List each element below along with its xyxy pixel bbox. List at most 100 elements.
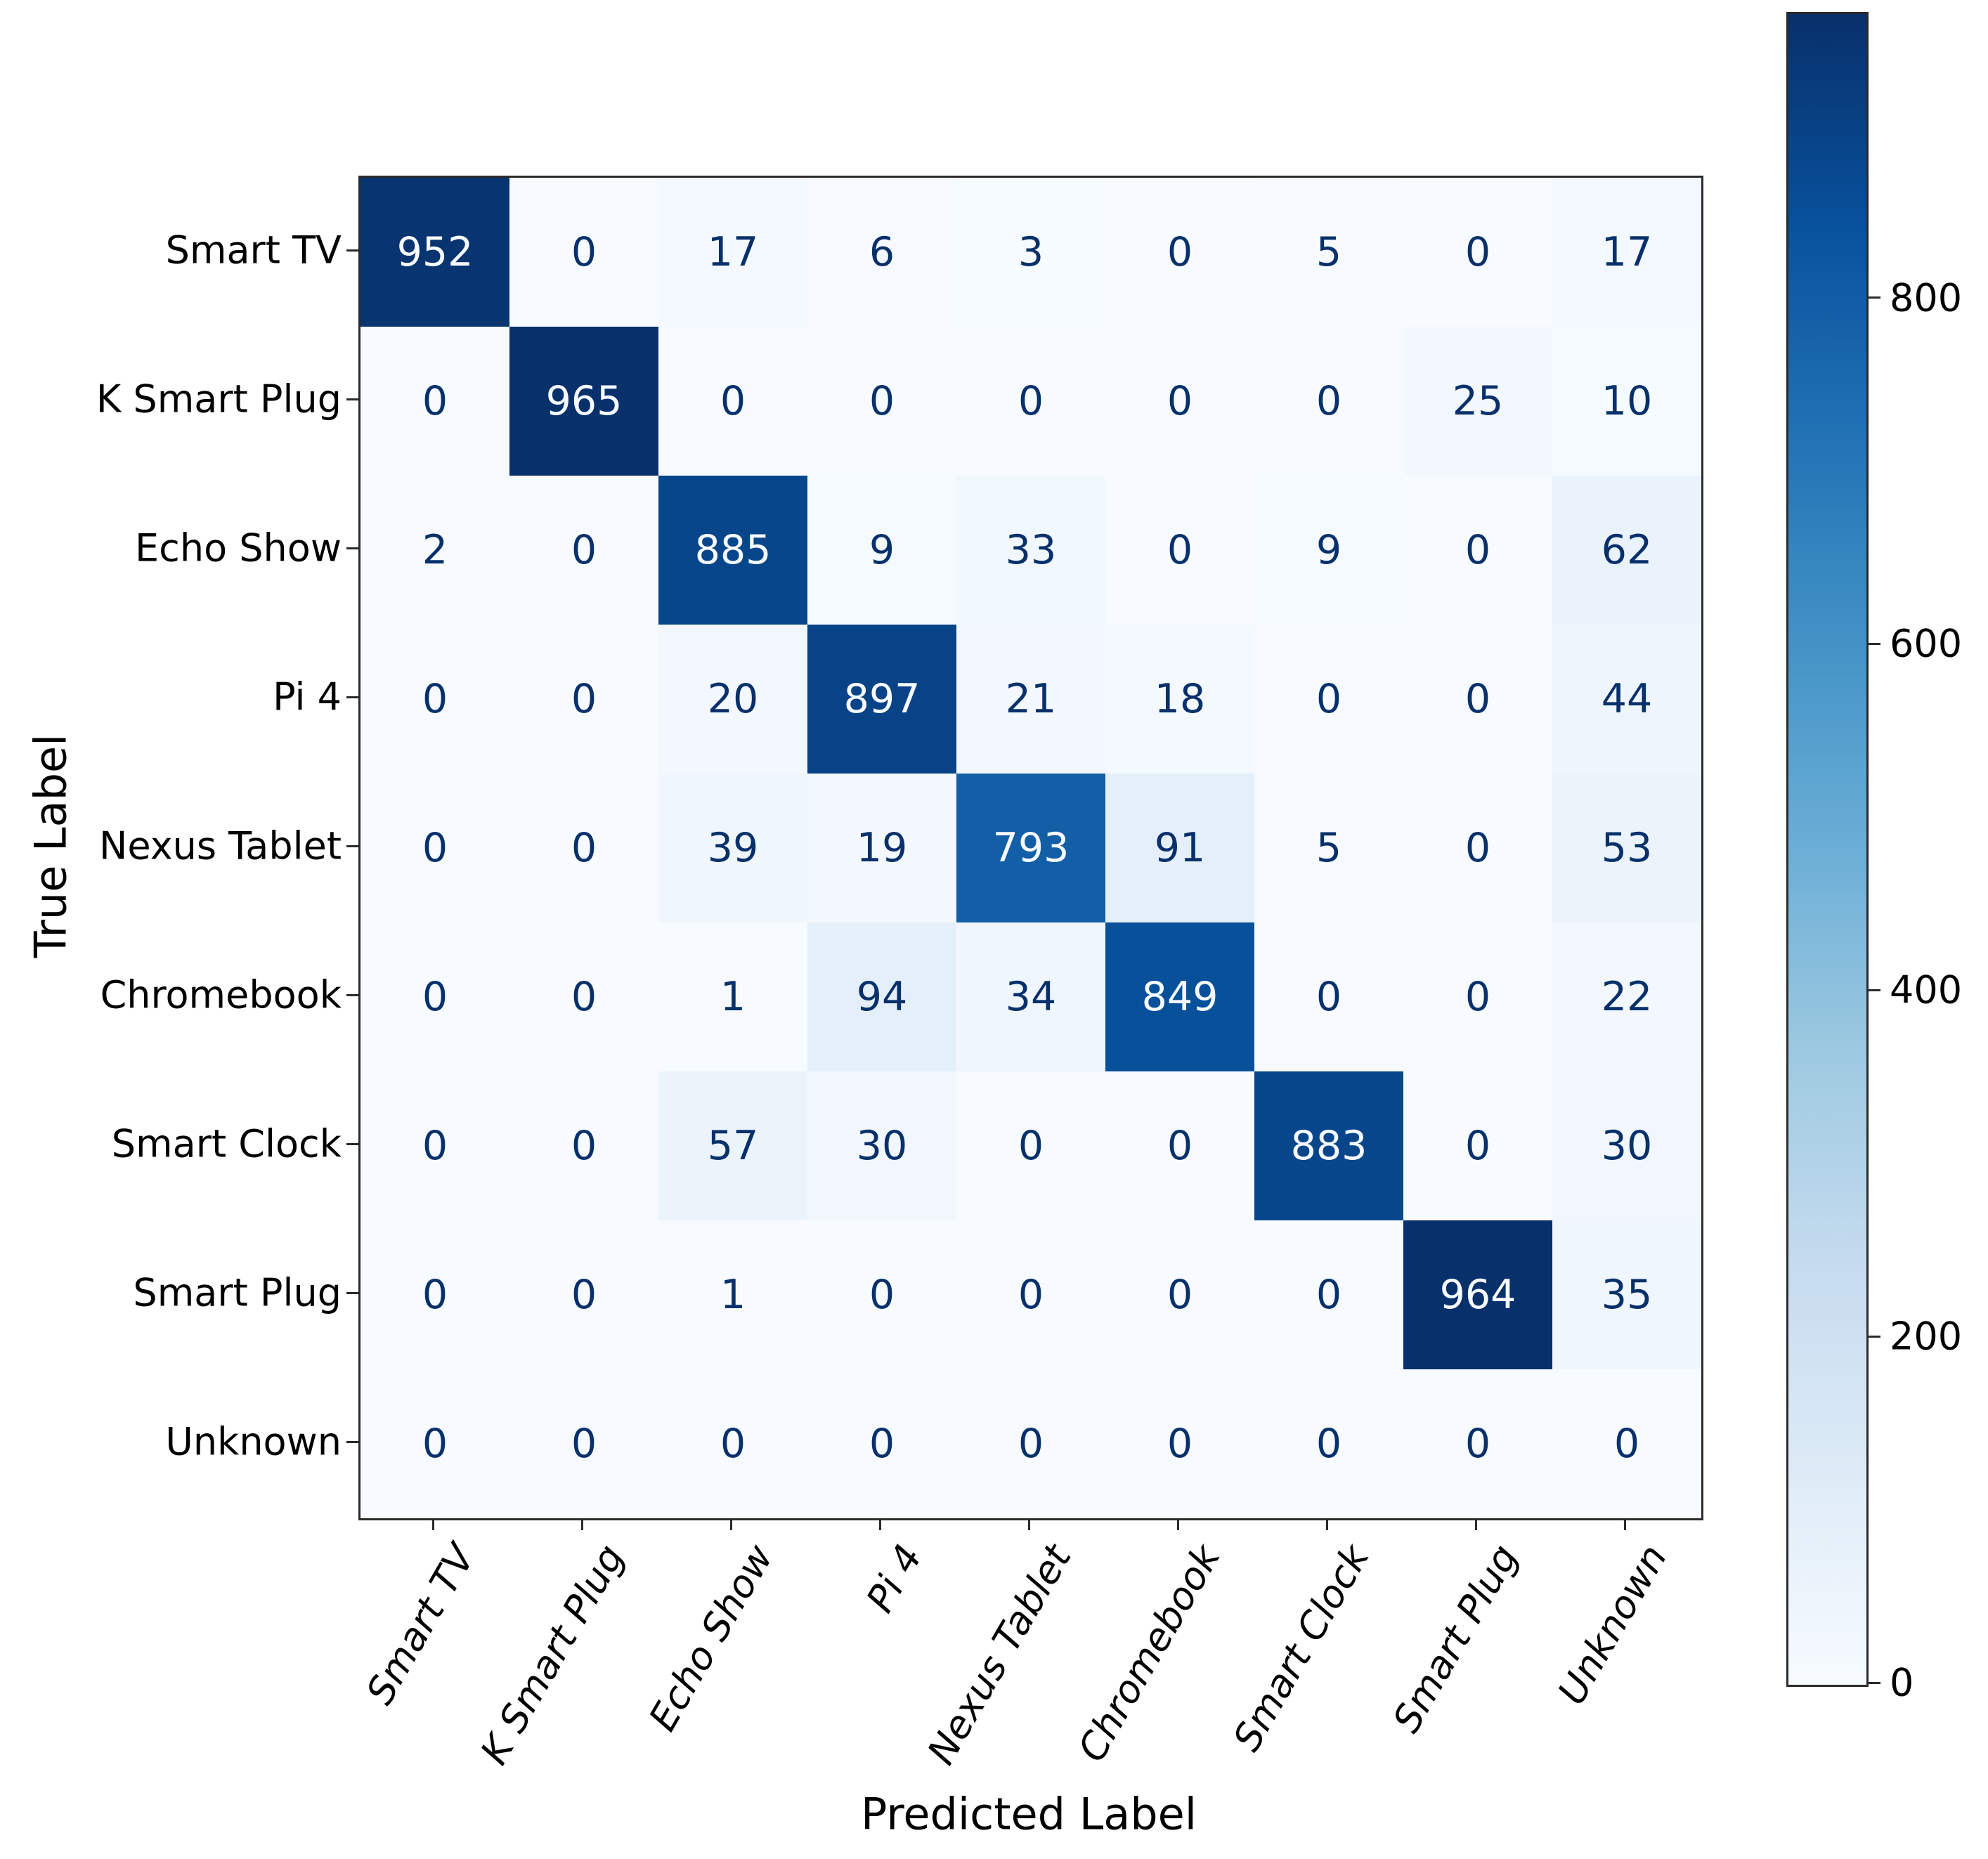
matrix-cell: 0 [509,1220,658,1369]
matrix-cell: 0 [509,922,658,1071]
y-tick-mark [346,1291,358,1294]
y-tick-mark [346,249,358,252]
colorbar-tick-mark [1869,296,1880,299]
x-tick-label: Pi 4 [857,1537,931,1620]
matrix-cell: 0 [956,1071,1105,1220]
x-tick-mark [729,1518,732,1530]
matrix-cell: 57 [658,1071,807,1220]
x-tick-mark [580,1518,583,1530]
matrix-cell: 0 [1254,1220,1403,1369]
matrix-cell: 0 [360,327,509,476]
y-tick-label: Echo Show [135,526,342,570]
x-tick-label: Chromebook [1069,1537,1229,1769]
matrix-cell: 9 [807,476,956,625]
matrix-cell: 39 [658,774,807,922]
x-tick-label: Nexus Tablet [918,1537,1080,1772]
y-tick-label: Nexus Tablet [99,823,342,868]
colorbar-tick-label: 400 [1890,967,1963,1012]
matrix-cell: 17 [1552,178,1701,327]
x-tick-label: Smart Clock [1224,1537,1378,1759]
y-tick-mark [346,1440,358,1443]
matrix-cell: 0 [1403,476,1552,625]
y-tick-label: Chromebook [100,972,342,1017]
matrix-cell: 1 [658,922,807,1071]
matrix-cell: 0 [1254,625,1403,774]
matrix-cell: 0 [509,625,658,774]
x-axis-title: Predicted Label [860,1788,1197,1840]
matrix-cell: 885 [658,476,807,625]
y-tick-mark [346,547,358,549]
y-tick-label: Smart Clock [111,1121,342,1166]
matrix-cell: 0 [360,1369,509,1518]
y-axis-title: True Label [25,733,77,958]
matrix-cell: 0 [807,327,956,476]
matrix-cell: 0 [1552,1369,1701,1518]
matrix-cell: 94 [807,922,956,1071]
matrix-cell: 25 [1403,327,1552,476]
matrix-cell: 30 [807,1071,956,1220]
matrix-cell: 33 [956,476,1105,625]
matrix-cell: 0 [1403,922,1552,1071]
matrix-cell: 3 [956,178,1105,327]
colorbar-tick-label: 600 [1890,621,1963,666]
y-tick-label: Unknown [165,1419,342,1464]
matrix-cell: 17 [658,178,807,327]
matrix-cell: 0 [1105,1220,1254,1369]
matrix-cell: 0 [509,178,658,327]
matrix-cell: 6 [807,178,956,327]
x-tick-label: Smart TV [357,1537,484,1712]
matrix-cell: 30 [1552,1071,1701,1220]
heatmap-plot-area: 952 0 17 6 3 0 5 0 17 0 965 0 0 0 0 0 25 10 2 0 885 9 33 0 9 0 62 0… [358,176,1703,1520]
matrix-cell: 0 [658,1369,807,1518]
matrix-cell: 0 [360,625,509,774]
matrix-cell: 0 [658,327,807,476]
matrix-cell: 0 [360,1220,509,1369]
matrix-cell: 0 [1403,1071,1552,1220]
matrix-cell: 2 [360,476,509,625]
matrix-cell: 0 [509,476,658,625]
matrix-cell: 5 [1254,178,1403,327]
matrix-cell: 0 [956,1220,1105,1369]
x-tick-mark [431,1518,434,1530]
matrix-cell: 21 [956,625,1105,774]
matrix-cell: 18 [1105,625,1254,774]
matrix-cell: 0 [1105,178,1254,327]
matrix-cell: 53 [1552,774,1701,922]
matrix-cell: 34 [956,922,1105,1071]
matrix-cell: 897 [807,625,956,774]
x-tick-mark [1176,1518,1179,1530]
matrix-cell: 0 [1254,922,1403,1071]
colorbar-tick-label: 200 [1890,1314,1963,1359]
x-tick-label: Unknown [1549,1537,1676,1712]
matrix-cell: 10 [1552,327,1701,476]
x-tick-label: Smart Plug [1384,1537,1527,1740]
y-tick-label: Smart TV [165,228,342,273]
matrix-cell: 35 [1552,1220,1701,1369]
x-tick-label: Echo Show [640,1537,782,1739]
matrix-cell: 0 [360,1071,509,1220]
matrix-cell: 44 [1552,625,1701,774]
matrix-cell: 964 [1403,1220,1552,1369]
matrix-cell: 62 [1552,476,1701,625]
x-tick-mark [1027,1518,1030,1530]
y-tick-mark [346,993,358,996]
matrix-cell: 0 [509,1071,658,1220]
matrix-cell: 0 [807,1220,956,1369]
matrix-cell: 1 [658,1220,807,1369]
x-tick-mark [878,1518,881,1530]
colorbar-gradient [1786,12,1869,1687]
matrix-cell: 19 [807,774,956,922]
matrix-cell: 0 [956,327,1105,476]
y-tick-label: K Smart Plug [96,377,342,422]
matrix-cell: 0 [509,1369,658,1518]
matrix-cell: 5 [1254,774,1403,922]
matrix-cell: 22 [1552,922,1701,1071]
matrix-cell: 0 [1105,1071,1254,1220]
x-tick-label: K Smart Plug [472,1537,633,1772]
matrix-cell: 0 [956,1369,1105,1518]
y-tick-mark [346,696,358,698]
matrix-cell: 0 [1254,327,1403,476]
x-tick-mark [1623,1518,1626,1530]
matrix-cell: 952 [360,178,509,327]
